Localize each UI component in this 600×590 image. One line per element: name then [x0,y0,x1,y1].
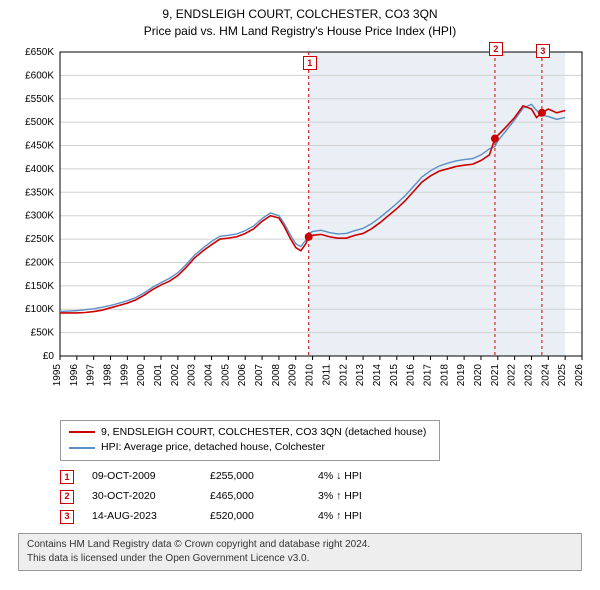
sale-date: 09-OCT-2009 [92,467,192,487]
footer-line: Contains HM Land Registry data © Crown c… [27,538,573,552]
svg-text:2021: 2021 [490,363,501,386]
svg-text:2017: 2017 [422,363,433,386]
svg-text:2006: 2006 [237,363,248,386]
svg-text:£500K: £500K [25,117,54,128]
svg-text:2003: 2003 [187,363,198,386]
svg-text:£300K: £300K [25,210,54,221]
svg-text:1995: 1995 [52,363,63,386]
svg-text:2007: 2007 [254,363,265,386]
svg-text:£150K: £150K [25,280,54,291]
svg-text:2024: 2024 [540,363,551,386]
title-block: 9, ENDSLEIGH COURT, COLCHESTER, CO3 3QN … [8,6,592,40]
chart-svg: £0 £50K £100K £150K £200K £250K £300K £350K £400… [8,44,592,414]
sale-marker-label: 1 [303,56,317,70]
sale-row: 1 09-OCT-2009 £255,000 4% ↓ HPI [60,467,592,487]
svg-text:2023: 2023 [523,363,534,386]
sale-marker-label: 3 [536,44,550,58]
chart-plot-area: £0 £50K £100K £150K £200K £250K £300K £350K £400… [8,44,592,414]
svg-text:2018: 2018 [439,363,450,386]
svg-text:2001: 2001 [153,363,164,386]
svg-text:1998: 1998 [103,363,114,386]
sale-date: 30-OCT-2020 [92,487,192,507]
svg-text:£400K: £400K [25,164,54,175]
svg-text:1999: 1999 [119,363,130,386]
sale-marker-label: 2 [489,42,503,56]
sale-date: 14-AUG-2023 [92,507,192,527]
sale-delta: 4% ↑ HPI [318,507,408,527]
sales-table: 1 09-OCT-2009 £255,000 4% ↓ HPI 2 30-OCT… [60,467,592,527]
svg-text:£350K: £350K [25,187,54,198]
svg-text:2008: 2008 [271,363,282,386]
svg-text:2025: 2025 [557,363,568,386]
sale-badge-icon: 3 [60,510,74,524]
svg-text:£600K: £600K [25,70,54,81]
svg-text:2026: 2026 [574,363,585,386]
svg-text:£250K: £250K [25,234,54,245]
sale-delta: 3% ↑ HPI [318,487,408,507]
sale-delta: 4% ↓ HPI [318,467,408,487]
legend-box: 9, ENDSLEIGH COURT, COLCHESTER, CO3 3QN … [60,420,440,462]
sale-row: 2 30-OCT-2020 £465,000 3% ↑ HPI [60,487,592,507]
svg-text:£200K: £200K [25,257,54,268]
legend-swatch-icon [69,447,95,449]
legend-label: HPI: Average price, detached house, Colc… [101,440,325,456]
svg-text:2019: 2019 [456,363,467,386]
chart-title-subtitle: Price paid vs. HM Land Registry's House … [8,23,592,40]
sale-price: £255,000 [210,467,300,487]
footer-line: This data is licensed under the Open Gov… [27,552,573,566]
svg-text:2010: 2010 [305,363,316,386]
svg-text:2014: 2014 [372,363,383,386]
svg-text:£100K: £100K [25,304,54,315]
sale-price: £520,000 [210,507,300,527]
svg-text:£0: £0 [43,351,55,362]
svg-text:2013: 2013 [355,363,366,386]
svg-text:2005: 2005 [220,363,231,386]
svg-text:£450K: £450K [25,140,54,151]
svg-text:2011: 2011 [321,363,332,385]
svg-text:£50K: £50K [31,327,55,338]
footer-attribution: Contains HM Land Registry data © Crown c… [18,533,582,571]
sale-row: 3 14-AUG-2023 £520,000 4% ↑ HPI [60,507,592,527]
svg-text:2020: 2020 [473,363,484,386]
svg-text:£650K: £650K [25,47,54,58]
legend-item: 9, ENDSLEIGH COURT, COLCHESTER, CO3 3QN … [69,425,431,441]
svg-text:2016: 2016 [406,363,417,386]
svg-text:2012: 2012 [338,363,349,386]
sale-price: £465,000 [210,487,300,507]
svg-text:2022: 2022 [507,363,518,386]
svg-text:1997: 1997 [86,363,97,386]
svg-text:£550K: £550K [25,93,54,104]
svg-text:2015: 2015 [389,363,400,386]
svg-text:2000: 2000 [136,363,147,386]
svg-text:2004: 2004 [204,363,215,386]
legend-label: 9, ENDSLEIGH COURT, COLCHESTER, CO3 3QN … [101,425,426,441]
legend-swatch-icon [69,431,95,433]
sale-badge-icon: 1 [60,470,74,484]
chart-container: 9, ENDSLEIGH COURT, COLCHESTER, CO3 3QN … [0,0,600,575]
sale-badge-icon: 2 [60,490,74,504]
svg-text:2009: 2009 [288,363,299,386]
svg-text:2002: 2002 [170,363,181,386]
legend-item: HPI: Average price, detached house, Colc… [69,440,431,456]
svg-text:1996: 1996 [69,363,80,386]
chart-title-address: 9, ENDSLEIGH COURT, COLCHESTER, CO3 3QN [8,6,592,23]
